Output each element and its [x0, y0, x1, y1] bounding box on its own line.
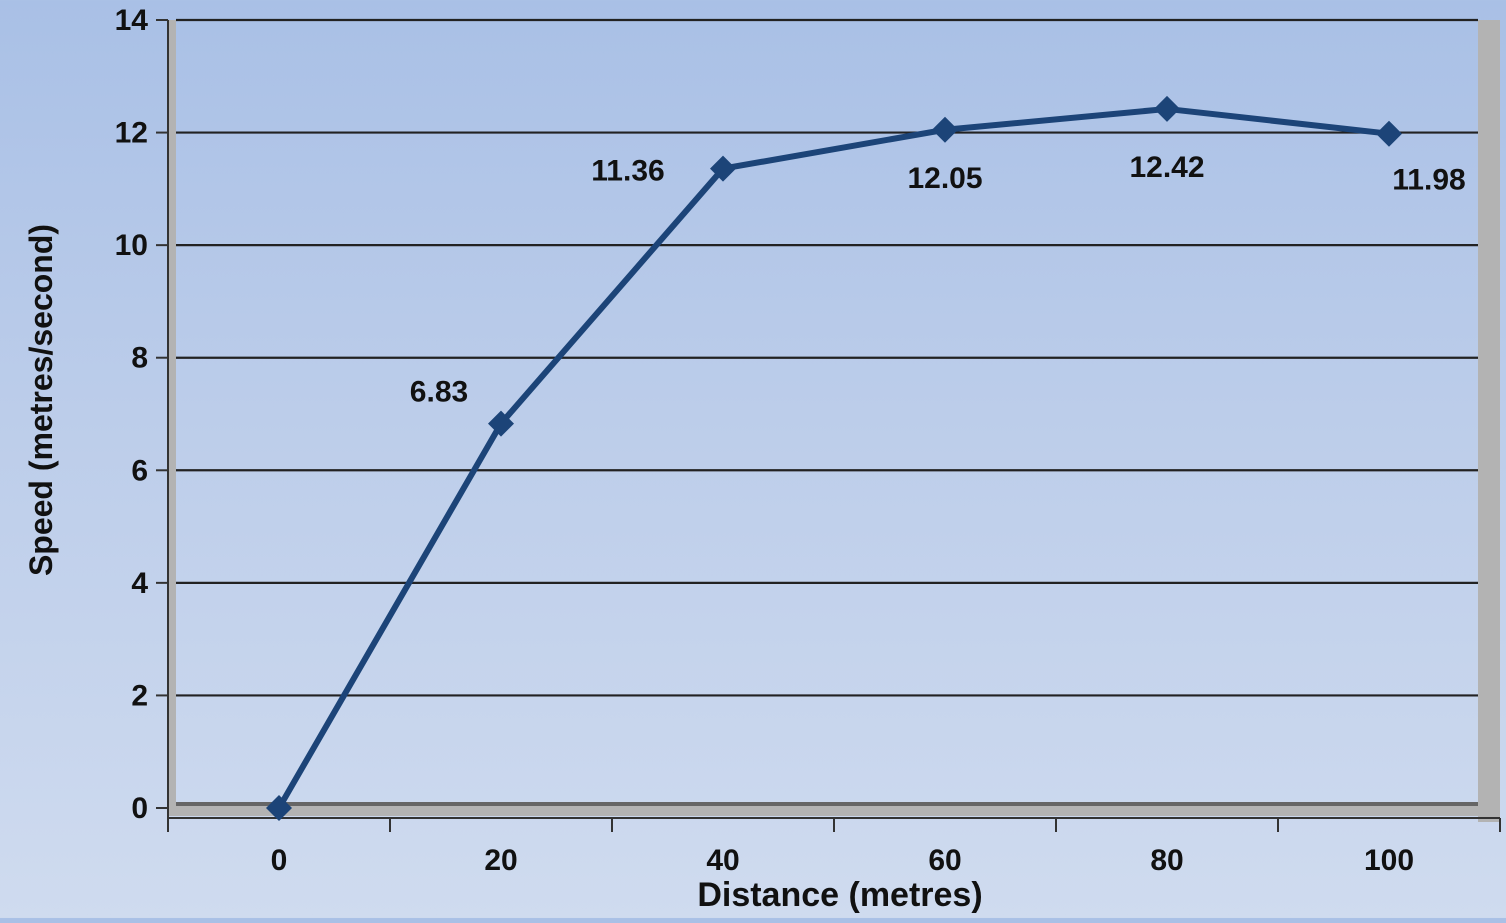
x-tick-label: 80	[1150, 844, 1183, 877]
data-label: 6.83	[410, 376, 468, 409]
x-tick-label: 100	[1364, 844, 1414, 877]
axes: 0 2 4 6 8 10 12 14 0 20 40 60 80 100	[115, 4, 1501, 877]
back-wall-left	[168, 20, 176, 808]
x-tick-label: 40	[706, 844, 739, 877]
data-label: 11.98	[1392, 164, 1465, 197]
y-tick-label: 10	[115, 229, 148, 262]
side-wall-right	[1478, 20, 1500, 822]
y-tick-label: 12	[115, 117, 148, 150]
series-layer	[266, 95, 1402, 821]
data-point	[932, 116, 958, 143]
x-tick-label: 60	[928, 844, 961, 877]
data-label: 12.05	[907, 162, 982, 195]
data-label: 11.36	[591, 155, 664, 188]
gridlines	[176, 18, 1478, 697]
y-tick-label: 14	[115, 4, 149, 37]
data-point	[1376, 120, 1402, 147]
data-point	[488, 410, 514, 437]
data-label: 12.42	[1129, 151, 1204, 184]
x-tick-label: 0	[271, 844, 288, 877]
y-tick-label: 6	[131, 454, 148, 487]
data-point	[710, 155, 736, 182]
labels-layer: 6.83 11.36 12.05 12.42 11.98	[410, 151, 1466, 409]
y-tick-label: 4	[131, 567, 148, 600]
y-axis-title: Speed (metres/second)	[23, 224, 59, 576]
data-point	[1154, 95, 1180, 122]
x-axis-title: Distance (metres)	[697, 876, 982, 914]
plot-walls	[168, 20, 1500, 822]
data-point	[266, 795, 292, 821]
y-tick-label: 2	[131, 679, 148, 712]
x-tick-label: 20	[484, 844, 517, 877]
y-tick-label: 0	[131, 792, 148, 825]
series-line	[276, 105, 1392, 811]
y-tick-label: 8	[131, 342, 148, 375]
